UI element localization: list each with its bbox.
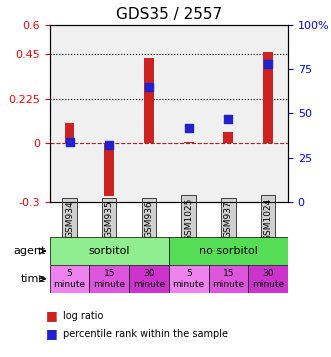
Text: GSM935: GSM935	[105, 201, 114, 238]
Text: ■: ■	[46, 310, 58, 322]
Point	[226, 116, 231, 121]
Point	[265, 61, 271, 67]
Text: sorbitol: sorbitol	[88, 246, 130, 256]
Text: 5
minute: 5 minute	[172, 269, 205, 288]
Point	[107, 142, 112, 148]
Text: 30
minute: 30 minute	[133, 269, 165, 288]
Bar	[50, 265, 89, 293]
Bar	[209, 265, 248, 293]
Text: 15
minute: 15 minute	[212, 269, 245, 288]
Text: GSM934: GSM934	[65, 201, 74, 238]
Bar	[248, 265, 288, 293]
Bar	[104, 143, 114, 196]
Text: no sorbitol: no sorbitol	[199, 246, 258, 256]
Text: 5
minute: 5 minute	[53, 269, 86, 288]
Bar	[223, 132, 233, 143]
Bar	[50, 237, 169, 265]
Text: GSM937: GSM937	[224, 201, 233, 238]
Text: GSM1025: GSM1025	[184, 198, 193, 241]
Title: GDS35 / 2557: GDS35 / 2557	[116, 7, 222, 22]
Point	[67, 139, 72, 145]
Text: GSM1024: GSM1024	[263, 198, 273, 241]
Text: time: time	[21, 274, 46, 284]
Text: GSM936: GSM936	[144, 201, 154, 238]
Point	[186, 125, 191, 130]
Text: 15
minute: 15 minute	[93, 269, 125, 288]
Text: 30
minute: 30 minute	[252, 269, 284, 288]
Bar	[65, 123, 74, 143]
Bar	[129, 265, 169, 293]
Bar	[169, 237, 288, 265]
Bar	[89, 265, 129, 293]
Bar	[144, 59, 154, 143]
Text: ■: ■	[46, 327, 58, 340]
Text: percentile rank within the sample: percentile rank within the sample	[63, 329, 228, 339]
Bar	[169, 265, 209, 293]
Point	[146, 84, 152, 90]
Bar	[184, 142, 194, 143]
Text: log ratio: log ratio	[63, 311, 103, 321]
Text: agent: agent	[13, 246, 46, 256]
Bar	[263, 52, 273, 143]
